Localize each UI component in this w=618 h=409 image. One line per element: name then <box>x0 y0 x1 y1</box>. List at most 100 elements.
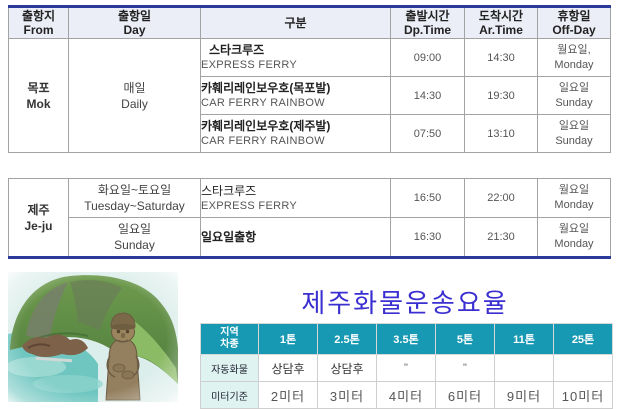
rates-value: 3미터 <box>317 381 377 409</box>
rates-value-ditto: " <box>435 354 495 382</box>
arrival-time: 21:30 <box>464 217 538 258</box>
day-cell: 화요일~토요일 Tuesday~Saturday <box>68 178 201 218</box>
rates-col-5ton: 5톤 <box>435 323 495 355</box>
schedule-row-jeju-1: 제주 Je-ju 화요일~토요일 Tuesday~Saturday 스타크루즈 … <box>8 178 611 258</box>
rates-corner-line2: 차종 <box>220 339 239 350</box>
offday-cell: 일요일 Sunday <box>537 76 611 115</box>
col-header-from: 출항지 From <box>8 6 69 39</box>
ferry-type-cell: 일요일출항 <box>200 217 391 258</box>
rates-col-1ton: 1톤 <box>258 323 318 355</box>
arrival-time: 19:30 <box>464 76 538 115</box>
col-header-departure-ko: 출발시간 <box>405 9 450 23</box>
rates-value-empty <box>494 354 554 382</box>
schedule-header-row: 출항지 From 출항일 Day 구분 출발시간 Dp.Time 도착시간 Ar… <box>8 6 611 39</box>
rates-col-3-5ton: 3.5톤 <box>376 323 436 355</box>
col-header-from-en: From <box>23 23 54 37</box>
day-ko: 매일 <box>123 80 146 95</box>
col-header-from-ko: 출항지 <box>21 9 56 23</box>
offday-en: Monday <box>554 58 594 71</box>
offday-en: Monday <box>554 199 594 211</box>
ferry-schedule-table-mokpo: 출항지 From 출항일 Day 구분 출발시간 Dp.Time 도착시간 Ar… <box>8 5 611 153</box>
ferry-name-ko: 카훼리레인보우호(제주발) <box>201 119 331 133</box>
offday-ko: 월요일 <box>558 184 590 196</box>
rates-value-empty <box>553 354 613 382</box>
rates-col-11ton: 11톤 <box>494 323 554 355</box>
departure-time: 16:50 <box>390 178 465 218</box>
offday-cell: 월요일 Monday <box>537 217 611 258</box>
departure-time: 14:30 <box>390 76 465 115</box>
ferry-name-en: CAR FERRY RAINBOW <box>201 97 325 109</box>
col-header-arrival-en: Ar.Time <box>479 23 523 37</box>
ferry-name-ko: 스타크루즈 <box>201 183 257 198</box>
offday-ko: 일요일 <box>558 119 590 132</box>
port-cell-mokpo: 목포 Mok <box>8 38 69 153</box>
col-header-day-en: Day <box>123 23 146 37</box>
day-en: Tuesday~Saturday <box>84 199 185 213</box>
arrival-time: 22:00 <box>464 178 538 218</box>
photo-vignette <box>8 272 178 402</box>
rates-col-2-5ton: 2.5톤 <box>317 323 377 355</box>
rates-value: 상담후 <box>258 354 318 382</box>
rates-col-25ton: 25톤 <box>553 323 613 355</box>
rates-value: 2미터 <box>258 381 318 409</box>
ferry-type-cell: 스타크루즈 EXPRESS FERRY <box>200 38 391 77</box>
offday-cell: 일요일 Sunday <box>537 114 611 153</box>
offday-ko: 일요일 <box>558 81 590 94</box>
arrival-time: 14:30 <box>464 38 538 77</box>
rates-title: 제주화물운송요율 <box>301 289 509 318</box>
ferry-type-cell: 카훼리레인보우호(제주발) CAR FERRY RAINBOW <box>200 114 391 153</box>
schedule-row-jeju-2: 일요일 Sunday 일요일출항 16:30 21:30 월요일 Monday <box>9 217 611 258</box>
day-ko: 일요일 <box>117 222 152 236</box>
rates-row-auto-cargo: 자동화물 상담후 상담후 " " <box>200 354 613 382</box>
departure-time: 09:00 <box>390 38 465 77</box>
rates-row-label: 미터기준 <box>200 381 259 409</box>
ferry-schedule-table-jeju: 제주 Je-ju 화요일~토요일 Tuesday~Saturday 스타크루즈 … <box>8 178 611 259</box>
rates-corner-line1: 지역 <box>220 327 239 338</box>
cargo-rates-table: 지역 차종 1톤 2.5톤 3.5톤 5톤 11톤 25톤 자동화물 상담후 상… <box>200 323 613 409</box>
schedule-row-mokpo-3: 카훼리레인보우호(제주발) CAR FERRY RAINBOW 07:50 13… <box>9 114 611 153</box>
col-header-arrival-ko: 도착시간 <box>478 9 524 23</box>
ferry-name-ko: 스타크루즈 <box>209 43 265 57</box>
day-ko: 화요일~토요일 <box>97 183 172 197</box>
rates-corner-header: 지역 차종 <box>200 323 259 355</box>
schedule-row-mokpo-2: 카훼리레인보우호(목포발) CAR FERRY RAINBOW 14:30 19… <box>9 76 611 115</box>
offday-en: Sunday <box>555 134 593 147</box>
rates-value: 상담후 <box>317 354 377 382</box>
port-name-en: Mok <box>26 96 51 111</box>
offday-ko: 월요일, <box>557 43 591 56</box>
port-name-ko: 목포 <box>27 80 50 95</box>
col-header-offday-en: Off-Day <box>552 23 596 37</box>
col-header-type: 구분 <box>200 6 391 39</box>
col-header-day-ko: 출항일 <box>117 9 152 23</box>
departure-time: 16:30 <box>390 217 465 258</box>
rates-row-meter-basis: 미터기준 2미터 3미터 4미터 6미터 9미터 10미터 <box>200 381 613 409</box>
offday-en: Sunday <box>555 96 593 109</box>
day-en: Daily <box>121 96 148 111</box>
col-header-arrival: 도착시간 Ar.Time <box>464 6 538 39</box>
ferry-type-cell: 카훼리레인보우호(목포발) CAR FERRY RAINBOW <box>200 76 391 115</box>
rates-value: 9미터 <box>494 381 554 409</box>
ferry-name-en: EXPRESS FERRY <box>201 59 298 71</box>
port-cell-jeju: 제주 Je-ju <box>8 178 69 258</box>
rates-value: 4미터 <box>376 381 436 409</box>
rates-row-label: 자동화물 <box>200 354 259 382</box>
rates-value-ditto: " <box>376 354 436 382</box>
offday-ko: 월요일 <box>558 223 590 235</box>
ferry-name-ko: 일요일출항 <box>201 230 257 244</box>
offday-en: Monday <box>554 238 594 250</box>
col-header-departure-en: Dp.Time <box>403 23 452 37</box>
col-header-departure: 출발시간 Dp.Time <box>390 6 465 39</box>
departure-time: 07:50 <box>390 114 465 153</box>
day-cell-mokpo: 매일 Daily <box>68 38 201 153</box>
offday-cell: 월요일, Monday <box>537 38 611 77</box>
schedule-row-mokpo-1: 목포 Mok 매일 Daily 스타크루즈 EXPRESS FERRY 09:0… <box>8 38 611 153</box>
jeju-photo <box>8 272 178 402</box>
col-header-offday-ko: 휴항일 <box>557 9 591 23</box>
col-header-offday: 휴항일 Off-Day <box>537 6 611 39</box>
ferry-name-en: EXPRESS FERRY <box>201 199 298 212</box>
ferry-name-ko: 카훼리레인보우호(목포발) <box>201 81 331 95</box>
day-en: Sunday <box>114 238 155 252</box>
ferry-name-en: CAR FERRY RAINBOW <box>201 135 325 147</box>
col-header-day: 출항일 Day <box>68 6 201 39</box>
